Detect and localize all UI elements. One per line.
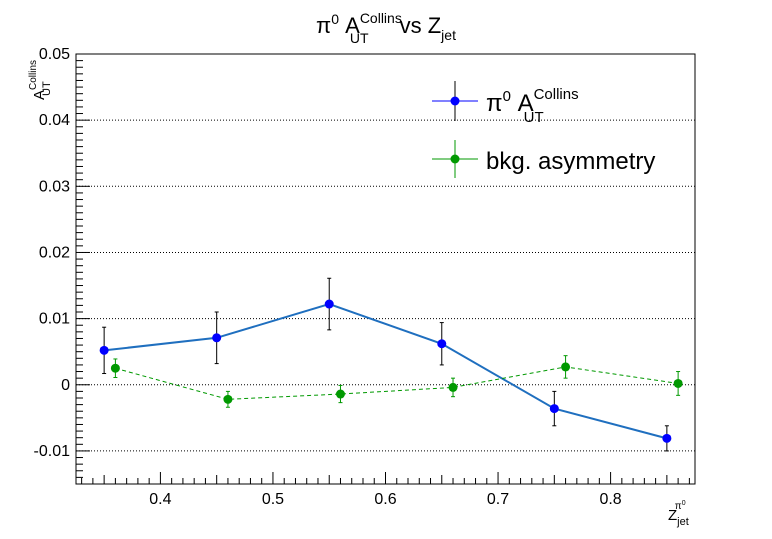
legend-entry-bkg: bkg. asymmetry [432, 140, 655, 178]
legend-label-bkg: bkg. asymmetry [486, 148, 655, 175]
data-point-collins [99, 345, 109, 355]
x-tick-label: 0.6 [374, 491, 396, 508]
chart-title: π0 ACollins UT vs Zjet [316, 10, 456, 46]
legend-marker-collins [450, 96, 460, 106]
y-tick-label: 0.02 [39, 244, 70, 261]
x-axis-label: Zjetπ0 [668, 500, 689, 528]
y-tick-label: 0.01 [39, 311, 70, 328]
plot-frame [75, 53, 696, 485]
y-tick-label: 0.05 [39, 46, 70, 63]
y-tick-label: -0.01 [34, 443, 71, 460]
x-tick-label: 0.5 [262, 491, 284, 508]
data-point-collins [212, 333, 222, 343]
legend-entry-collins: π0 ACollins UT [432, 81, 579, 126]
data-point-collins [324, 299, 334, 309]
x-tick-label: 0.8 [599, 491, 621, 508]
y-tick-label: 0 [61, 377, 70, 394]
y-axis-label: ACollins UT [28, 60, 53, 100]
data-point-bkg [673, 378, 683, 388]
series-line-collins [104, 303, 668, 440]
y-tick-label: 0.04 [39, 112, 70, 129]
x-tick-label: 0.7 [487, 491, 509, 508]
data-point-bkg [335, 389, 345, 399]
plot-area: -0.01 0 0.01 0.02 0.03 0.04 0.05 0.4 0.5 0.6 0.7 0.… [34, 46, 696, 508]
x-tick-label: 0.4 [149, 491, 171, 508]
series-line-bkg [115, 366, 679, 400]
data-point-collins [549, 404, 559, 414]
data-point-bkg [561, 362, 571, 372]
data-point-bkg [448, 382, 458, 392]
data-point-collins [662, 433, 672, 443]
legend-marker-bkg [450, 154, 460, 164]
legend-label-collins: π0 ACollins UT [486, 86, 579, 126]
data-point-collins [437, 339, 447, 349]
y-tick-label: 0.03 [39, 178, 70, 195]
data-point-bkg [110, 363, 120, 373]
legend: π0 ACollins UT bkg. asymmetry [432, 81, 655, 178]
data-point-bkg [223, 394, 233, 404]
